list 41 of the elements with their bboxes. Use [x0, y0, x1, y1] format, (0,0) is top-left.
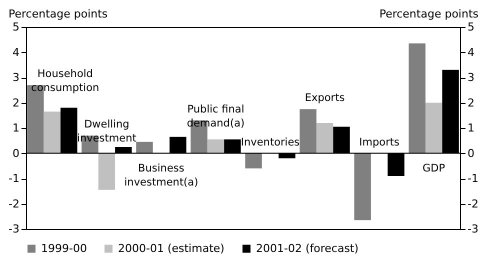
bar	[136, 142, 153, 154]
y-axis-title: Percentage points	[8, 8, 108, 20]
bar	[300, 109, 316, 154]
x-tick-label: Exports	[304, 92, 345, 104]
bar	[408, 43, 426, 154]
y-tick-label: -3	[8, 222, 20, 236]
bar	[316, 122, 334, 154]
x-tick-label: Imports	[359, 136, 400, 148]
y-tick-label: 0	[12, 146, 20, 160]
legend-label: 2000-01 (estimate)	[118, 242, 224, 255]
x-tick-label: Business investment(a)	[124, 162, 198, 188]
y2-tick-label: -2	[468, 197, 478, 210]
y2-tick-label: 0	[468, 146, 474, 160]
y-tick-label: 3	[12, 71, 20, 84]
x-tick-label: GDP	[422, 162, 446, 174]
legend-label: 2001-02 (forecast)	[256, 242, 359, 255]
y2-tick-label: 1	[468, 122, 474, 134]
y-tick-label: 2	[12, 96, 20, 110]
bar	[245, 153, 262, 168]
bar	[354, 153, 371, 220]
x-tick-label: Household consumption	[31, 68, 100, 94]
x-tick-label: Inventories	[240, 136, 300, 148]
bar	[207, 139, 224, 154]
y2-tick-label: 5	[468, 20, 474, 34]
y-tick-label: 1	[12, 122, 20, 134]
y2-axis-title: Percentage points	[379, 8, 479, 20]
y2-tick-label: -1	[468, 172, 478, 185]
bar	[98, 153, 116, 190]
y-tick-label: 4	[12, 46, 20, 59]
y2-tick-label: -3	[468, 222, 478, 236]
y2-tick-label: 4	[468, 46, 474, 59]
y-tick-label: -1	[8, 172, 20, 185]
bar	[425, 102, 442, 154]
legend-label: 1999-00	[41, 242, 87, 255]
x-tick-label: Dwelling investment	[77, 118, 136, 145]
y-tick-label: -2	[8, 197, 20, 210]
bar	[44, 112, 61, 154]
y2-tick-label: 3	[468, 71, 474, 84]
y2-tick-label: 2	[468, 96, 474, 110]
y-tick-label: 5	[12, 20, 20, 34]
x-tick-label: Public final demand(a)	[186, 103, 245, 130]
